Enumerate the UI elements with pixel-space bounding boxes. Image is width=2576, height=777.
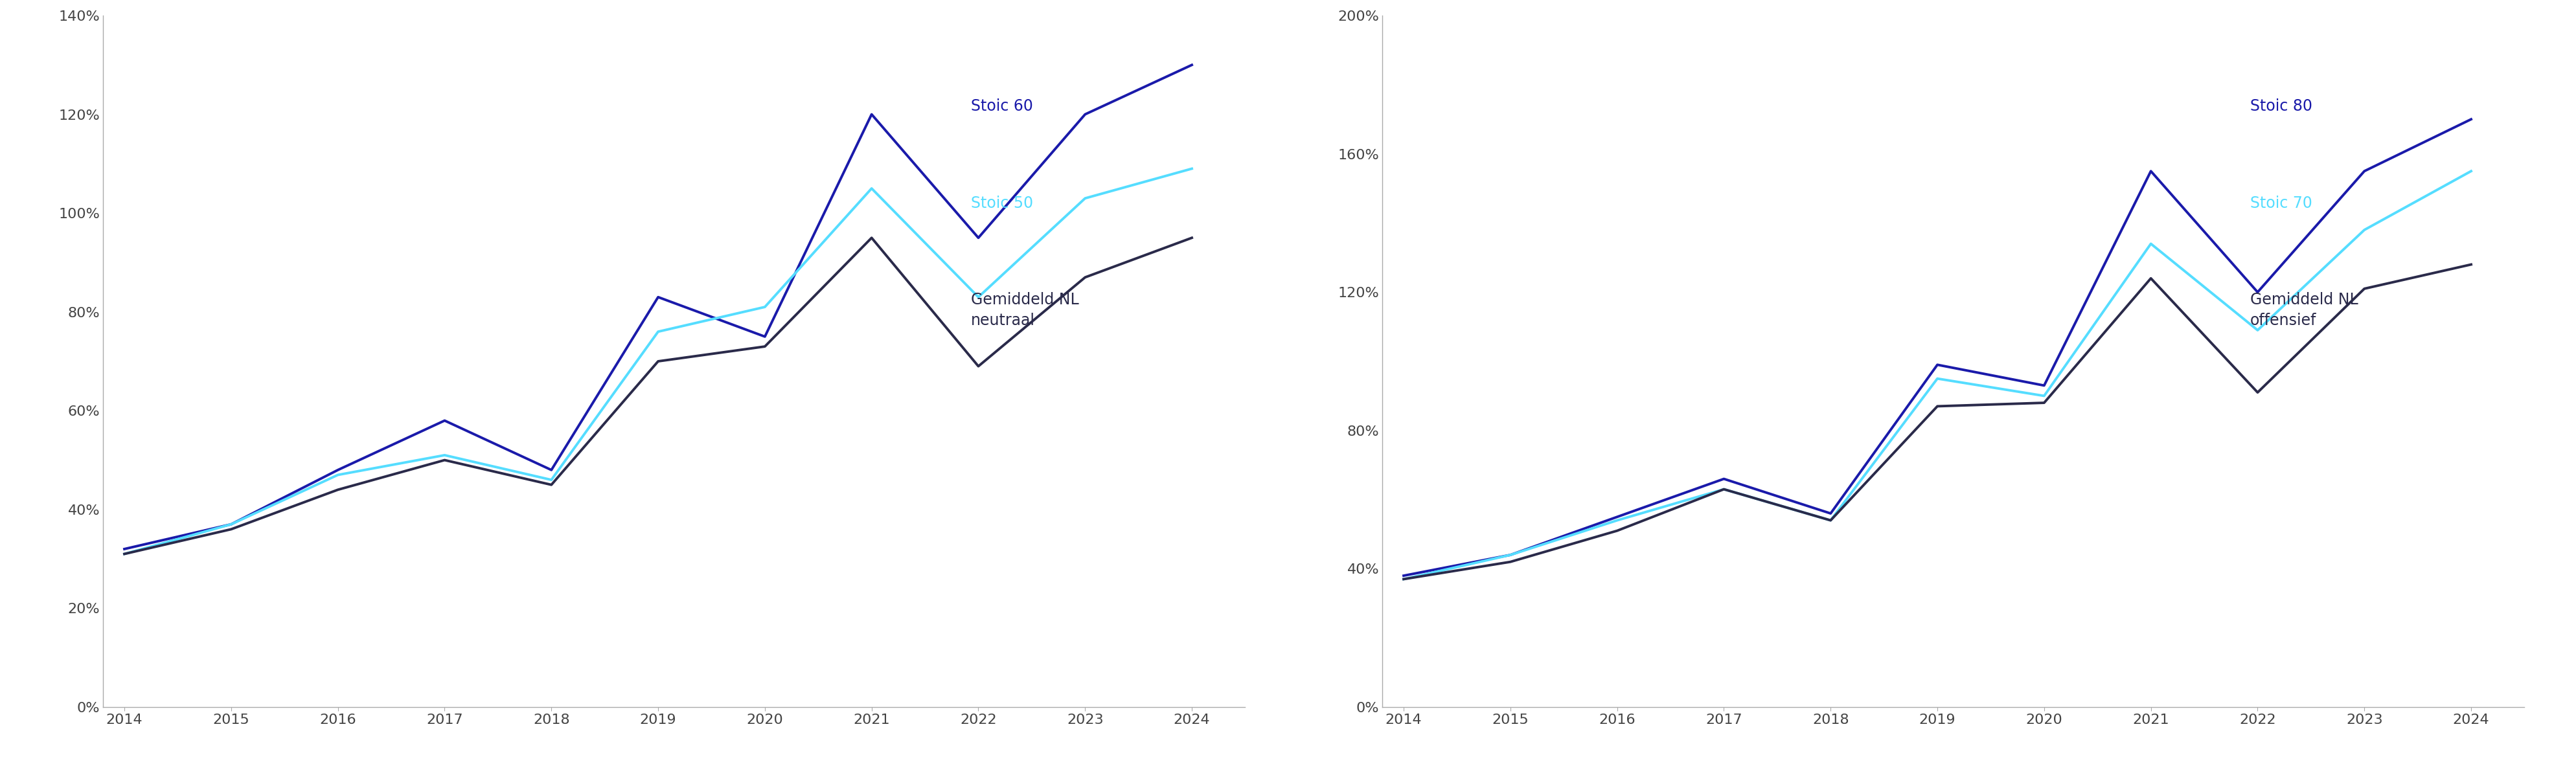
Text: Gemiddeld NL
neutraal: Gemiddeld NL neutraal bbox=[971, 292, 1079, 328]
Text: Stoic 60: Stoic 60 bbox=[971, 99, 1033, 114]
Text: Stoic 50: Stoic 50 bbox=[971, 195, 1033, 211]
Text: Gemiddeld NL
offensief: Gemiddeld NL offensief bbox=[2251, 292, 2360, 328]
Text: Stoic 70: Stoic 70 bbox=[2251, 195, 2313, 211]
Text: Stoic 80: Stoic 80 bbox=[2251, 99, 2313, 114]
